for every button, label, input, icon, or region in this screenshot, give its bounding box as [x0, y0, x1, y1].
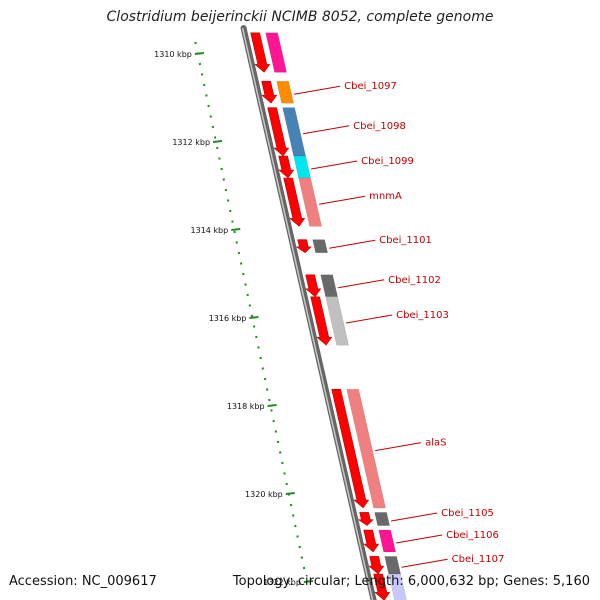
ruler-tick [249, 316, 259, 319]
cds-arrow [310, 296, 333, 346]
cds-arrow [267, 107, 290, 157]
gene-product-bar [325, 296, 349, 346]
backbone [240, 25, 377, 600]
gene-label[interactable]: alaS [425, 438, 446, 449]
gene-product-bar [293, 155, 311, 179]
gene-label[interactable]: Cbei_1098 [353, 121, 406, 132]
gene-label[interactable]: Cbei_1107 [452, 554, 505, 565]
gene-label[interactable]: Cbei_1097 [344, 81, 397, 92]
ruler-tick-label: 1314 kbp [191, 226, 229, 235]
gene-label-leader [346, 314, 393, 324]
accession-text: Accession: NC_009617 [9, 574, 157, 589]
ruler-tick-label: 1322 kbp [263, 578, 301, 587]
ruler-tick-label: 1316 kbp [209, 314, 247, 323]
ruler-tick [267, 404, 277, 407]
gene-label-leader [294, 85, 341, 95]
ruler-tick [212, 140, 223, 143]
cds-arrow [295, 239, 312, 254]
gene-product-bar [320, 274, 338, 298]
cds-arrow [261, 80, 278, 104]
topology-text: Topology: circular; Length: 6,000,632 bp… [232, 574, 590, 589]
gene-label-leader [396, 534, 443, 544]
ruler: 1310 kbp 1312 kbp 1314 kbp 1316 kbp 1318 kbp… [154, 41, 314, 587]
ruler-tick [303, 580, 314, 583]
gene-labels: Cbei_1097 Cbei_1098 Cbei_1099 mnmA Cbei_1101… [294, 81, 505, 568]
ruler-tick [231, 228, 241, 231]
ruler-tick-label: 1310 kbp [154, 50, 192, 59]
ruler-tick [285, 492, 295, 495]
ruler-tick-label: 1320 kbp [245, 490, 283, 499]
cds-arrow [331, 388, 370, 509]
ruler-tick-label: 1318 kbp [227, 402, 265, 411]
cds-arrow [305, 274, 322, 298]
gene-product-bar [276, 80, 294, 104]
cds-arrow [368, 556, 385, 575]
cds-arrow [363, 529, 380, 553]
gene-label-leader [401, 558, 448, 568]
gene-product-bar [298, 177, 322, 227]
gene-product-bar [374, 512, 390, 526]
backbone-line [240, 25, 377, 600]
gene-label-leader [329, 239, 376, 249]
gene-product-bar [312, 239, 328, 254]
gene-label[interactable]: Cbei_1105 [441, 508, 494, 519]
gene-label-leader [338, 279, 385, 289]
backbone-highlight [241, 27, 374, 600]
cds-arrow [250, 32, 271, 73]
gene-label[interactable]: mnmA [369, 191, 402, 202]
gene-track [250, 32, 407, 600]
cds-arrow [283, 177, 306, 227]
ruler-tick-label: 1312 kbp [172, 138, 210, 147]
gene-product-bar [388, 573, 407, 600]
gene-label[interactable]: Cbei_1102 [388, 275, 441, 286]
gene-product-bar [384, 556, 401, 575]
gene-label[interactable]: Cbei_1103 [396, 310, 449, 321]
gene-label-leader [303, 125, 350, 135]
gene-label[interactable]: Cbei_1106 [446, 530, 499, 541]
cds-arrow [278, 155, 295, 179]
gene-label-leader [319, 195, 366, 205]
gene-label-leader [375, 442, 422, 452]
gene-label[interactable]: Cbei_1101 [379, 235, 432, 246]
gene-label-leader [391, 512, 438, 522]
ruler-tick [194, 52, 204, 55]
gene-product-bar [378, 529, 396, 553]
cds-arrow [357, 512, 374, 526]
genome-title: Clostridium beijerinckii NCIMB 8052, com… [106, 9, 494, 25]
gene-product-bar [346, 388, 386, 509]
cds-arrow [373, 573, 391, 600]
gene-label[interactable]: Cbei_1099 [361, 156, 414, 167]
gene-label-leader [311, 160, 358, 170]
gene-product-bar [265, 32, 287, 73]
